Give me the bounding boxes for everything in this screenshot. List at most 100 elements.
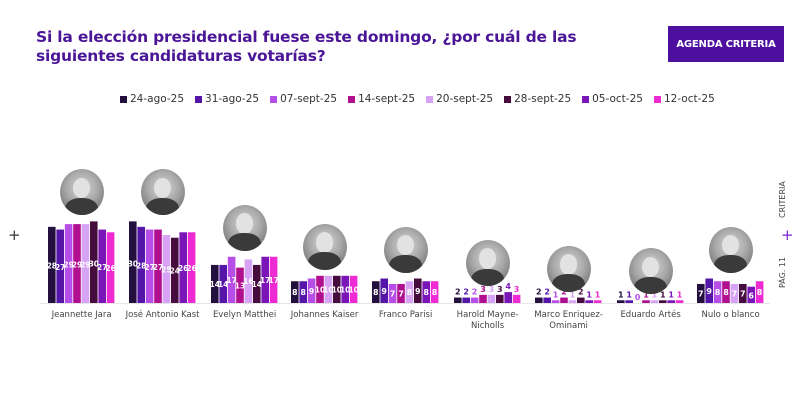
bar xyxy=(535,297,543,303)
legend: 24-ago-25 31-ago-25 07-sept-25 14-sept-25 20… xyxy=(120,93,715,105)
data-label: 14 xyxy=(210,280,220,289)
data-label: 1 xyxy=(626,290,632,299)
bar xyxy=(422,281,430,303)
agenda-criteria-button[interactable]: AGENDA CRITERIA xyxy=(668,26,784,62)
data-label: 10 xyxy=(348,285,358,294)
data-label: 30 xyxy=(128,259,138,268)
bar xyxy=(650,300,659,303)
bar xyxy=(675,300,684,303)
bar xyxy=(244,259,253,303)
bar xyxy=(106,232,115,303)
body-shape xyxy=(307,252,342,270)
bar xyxy=(454,297,462,303)
bar xyxy=(617,300,625,303)
bar xyxy=(487,294,496,303)
bar xyxy=(162,235,171,303)
data-label: 30 xyxy=(89,259,99,268)
side-plus-icon: + xyxy=(781,226,794,244)
body-shape xyxy=(227,233,262,251)
bar xyxy=(747,286,755,303)
bar xyxy=(577,297,585,303)
legend-swatch xyxy=(582,95,590,103)
data-label: 26 xyxy=(186,264,196,273)
candidate-photo xyxy=(59,169,104,216)
bar xyxy=(269,256,278,303)
data-label: 1 xyxy=(618,290,624,299)
bar xyxy=(236,267,244,303)
legend-item: 20-sept-25 xyxy=(426,93,493,105)
bar xyxy=(504,292,512,303)
body-shape xyxy=(470,268,505,287)
bar xyxy=(211,264,219,303)
bar xyxy=(154,229,162,303)
data-label: 1 xyxy=(668,290,674,299)
data-label: 27 xyxy=(144,263,154,272)
data-label: 2 xyxy=(536,288,542,297)
data-label: 7 xyxy=(390,289,396,298)
data-label: 1 xyxy=(677,290,683,299)
legend-swatch xyxy=(426,95,434,103)
bar xyxy=(81,224,90,303)
bar xyxy=(227,256,236,303)
data-label: 10 xyxy=(323,285,333,294)
candidate-photo xyxy=(222,204,267,251)
bar xyxy=(730,283,739,303)
bar xyxy=(187,232,196,303)
data-label: 24 xyxy=(170,267,180,276)
bar xyxy=(349,275,358,303)
body-shape xyxy=(633,276,668,295)
data-label: 9 xyxy=(706,287,712,296)
data-label: 26 xyxy=(178,264,188,273)
bar xyxy=(129,221,137,303)
legend-label: 14-sept-25 xyxy=(358,93,416,105)
data-label: 1 xyxy=(570,290,576,299)
category-label: Eduardo Artés xyxy=(620,310,681,320)
data-label: 2 xyxy=(463,288,469,297)
legend-label: 12-oct-25 xyxy=(663,93,715,105)
category-label: Nulo o blanco xyxy=(701,310,760,320)
bar xyxy=(462,297,470,303)
bar xyxy=(64,224,73,303)
bar xyxy=(667,300,675,303)
candidate-photo xyxy=(546,245,591,292)
data-label: 1 xyxy=(643,290,649,299)
data-label: 17 xyxy=(260,276,270,285)
body-shape xyxy=(388,255,423,273)
data-label: 27 xyxy=(153,263,163,272)
data-label: 8 xyxy=(432,288,438,297)
data-label: 4 xyxy=(505,282,511,291)
data-label: 1 xyxy=(586,290,592,299)
bar xyxy=(397,283,405,303)
bar xyxy=(171,237,179,303)
data-label: 2 xyxy=(544,288,550,297)
legend-swatch xyxy=(504,95,512,103)
data-label: 10 xyxy=(332,285,342,294)
data-label: 9 xyxy=(381,287,387,296)
bar xyxy=(568,300,577,303)
category-label: Jeannette Jara xyxy=(51,310,112,320)
bar xyxy=(479,294,487,303)
category-label: Johannes Kaiser xyxy=(290,310,359,320)
data-label: 6 xyxy=(748,292,754,301)
bar xyxy=(642,300,650,303)
data-label: 28 xyxy=(136,262,146,271)
legend-swatch xyxy=(195,95,203,103)
face-shape xyxy=(235,213,254,234)
data-label: 8 xyxy=(423,288,429,297)
legend-item: 12-oct-25 xyxy=(653,93,715,105)
data-label: 7 xyxy=(398,289,404,298)
bar xyxy=(705,278,713,303)
data-label: 26 xyxy=(105,264,115,273)
bar xyxy=(145,229,154,303)
category-label: Evelyn Matthei xyxy=(212,310,277,320)
legend-item: 28-sept-25 xyxy=(504,93,571,105)
data-label: 8 xyxy=(407,288,413,297)
bar xyxy=(48,226,56,303)
